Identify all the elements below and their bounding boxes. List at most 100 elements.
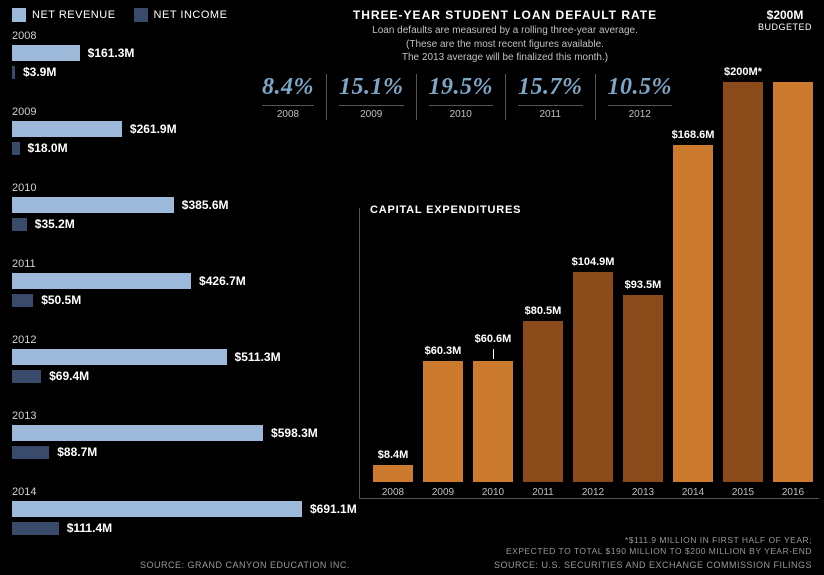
year-group-2012: 2012 $511.3M $69.4M xyxy=(12,334,281,387)
revenue-value: $511.3M xyxy=(235,350,281,364)
revenue-bar xyxy=(12,273,191,289)
budgeted-amount: $200M xyxy=(758,8,812,22)
capex-year-label: 2013 xyxy=(632,487,654,498)
capex-value-label: $93.5M xyxy=(625,279,662,291)
capex-value-label: $104.9M xyxy=(572,256,615,268)
income-bar-row: $50.5M xyxy=(12,293,246,307)
capex-bar xyxy=(673,145,713,482)
year-group-2011: 2011 $426.7M $50.5M xyxy=(12,258,246,311)
income-value: $50.5M xyxy=(41,293,81,307)
capex-col-2013: $93.5M 2013 xyxy=(620,279,666,498)
year-label: 2011 xyxy=(12,258,246,270)
legend-revenue-label: NET REVENUE xyxy=(32,9,116,21)
revenue-bar xyxy=(12,197,174,213)
revenue-bar-row: $598.3M xyxy=(12,425,318,441)
capex-year-label: 2011 xyxy=(532,487,554,498)
default-rate-title: THREE-YEAR STUDENT LOAN DEFAULT RATE xyxy=(320,8,690,22)
income-value: $69.4M xyxy=(49,369,89,383)
swatch-revenue xyxy=(12,8,26,22)
budgeted-label: BUDGETED xyxy=(758,22,812,32)
capex-bar xyxy=(373,465,413,482)
income-bar xyxy=(12,218,27,231)
revenue-value: $385.6M xyxy=(182,198,229,212)
source-right: SOURCE: U.S. SECURITIES AND EXCHANGE COM… xyxy=(494,560,812,570)
year-label: 2012 xyxy=(12,334,281,346)
year-group-2008: 2008 $161.3M $3.9M xyxy=(12,30,134,83)
revenue-bar-row: $161.3M xyxy=(12,45,134,61)
year-label: 2013 xyxy=(12,410,318,422)
legend: NET REVENUE NET INCOME xyxy=(12,8,227,22)
capex-year-label: 2010 xyxy=(482,487,504,498)
revenue-value: $691.1M xyxy=(310,502,357,516)
year-group-2010: 2010 $385.6M $35.2M xyxy=(12,182,229,235)
revenue-bar xyxy=(12,349,227,365)
capex-year-label: 2008 xyxy=(382,487,404,498)
revenue-value: $161.3M xyxy=(88,46,135,60)
source-left: SOURCE: GRAND CANYON EDUCATION INC. xyxy=(140,560,350,570)
capex-bar xyxy=(623,295,663,482)
revenue-bar xyxy=(12,425,263,441)
year-label: 2014 xyxy=(12,486,357,498)
capex-col-2010: $60.6M 2010 xyxy=(470,333,516,498)
capex-value-label: $8.4M xyxy=(378,449,409,461)
capex-value-label: $80.5M xyxy=(525,305,562,317)
capex-col-2016: 2016 xyxy=(770,78,816,498)
capex-tick-mark xyxy=(493,349,494,359)
income-bar-row: $88.7M xyxy=(12,445,318,459)
capex-col-2011: $80.5M 2011 xyxy=(520,305,566,498)
capex-y-axis xyxy=(359,208,360,498)
legend-revenue: NET REVENUE xyxy=(12,8,116,22)
revenue-value: $426.7M xyxy=(199,274,246,288)
rate-year: 2008 xyxy=(262,105,314,120)
capex-col-2014: $168.6M2014 xyxy=(670,129,716,498)
income-bar-row: $111.4M xyxy=(12,521,357,535)
revenue-value: $598.3M xyxy=(271,426,318,440)
capex-value-label: $168.6M xyxy=(672,129,715,141)
revenue-bar-row: $691.1M xyxy=(12,501,357,517)
capex-col-2012: $104.9M2012 xyxy=(570,256,616,498)
capex-value-label: $60.3M xyxy=(425,345,462,357)
capex-bar xyxy=(473,361,513,482)
income-bar xyxy=(12,142,20,155)
year-group-2014: 2014 $691.1M $111.4M xyxy=(12,486,357,539)
income-bar-row: $3.9M xyxy=(12,65,134,79)
capex-col-2009: $60.3M 2009 xyxy=(420,345,466,498)
revenue-value: $261.9M xyxy=(130,122,177,136)
rate-value: 8.4% xyxy=(262,74,314,101)
capex-year-label: 2015 xyxy=(732,487,754,498)
capex-year-label: 2009 xyxy=(432,487,454,498)
swatch-income xyxy=(134,8,148,22)
capex-value-label: $60.6M xyxy=(475,333,512,345)
capex-bar xyxy=(523,321,563,482)
legend-income: NET INCOME xyxy=(134,8,228,22)
income-bar xyxy=(12,522,59,535)
capex-x-axis xyxy=(359,498,819,499)
capex-bar xyxy=(773,82,813,482)
capex-chart: $8.4M2008$60.3M2009$60.6M2010$80.5M2011$… xyxy=(370,50,816,498)
capex-bar xyxy=(573,272,613,482)
income-bar-row: $35.2M xyxy=(12,217,229,231)
income-value: $111.4M xyxy=(67,521,112,535)
capex-col-2008: $8.4M 2008 xyxy=(370,449,416,498)
income-bar-row: $18.0M xyxy=(12,141,177,155)
budgeted-callout: $200M BUDGETED xyxy=(758,8,812,32)
income-bar-row: $69.4M xyxy=(12,369,281,383)
year-label: 2008 xyxy=(12,30,134,42)
capex-year-label: 2016 xyxy=(782,487,804,498)
year-label: 2009 xyxy=(12,106,177,118)
year-label: 2010 xyxy=(12,182,229,194)
income-value: $18.0M xyxy=(28,141,68,155)
revenue-bar-row: $261.9M xyxy=(12,121,177,137)
revenue-bar xyxy=(12,501,302,517)
income-value: $3.9M xyxy=(23,65,56,79)
income-bar xyxy=(12,370,41,383)
revenue-bar-row: $426.7M xyxy=(12,273,246,289)
year-group-2009: 2009 $261.9M $18.0M xyxy=(12,106,177,159)
revenue-bar-row: $511.3M xyxy=(12,349,281,365)
footnote-2: EXPECTED TO TOTAL $190 MILLION TO $200 M… xyxy=(506,546,812,556)
revenue-bar xyxy=(12,45,80,61)
capex-bar xyxy=(423,361,463,482)
capex-value-label: $200M* xyxy=(724,66,762,78)
income-bar xyxy=(12,66,15,79)
income-value: $88.7M xyxy=(57,445,97,459)
